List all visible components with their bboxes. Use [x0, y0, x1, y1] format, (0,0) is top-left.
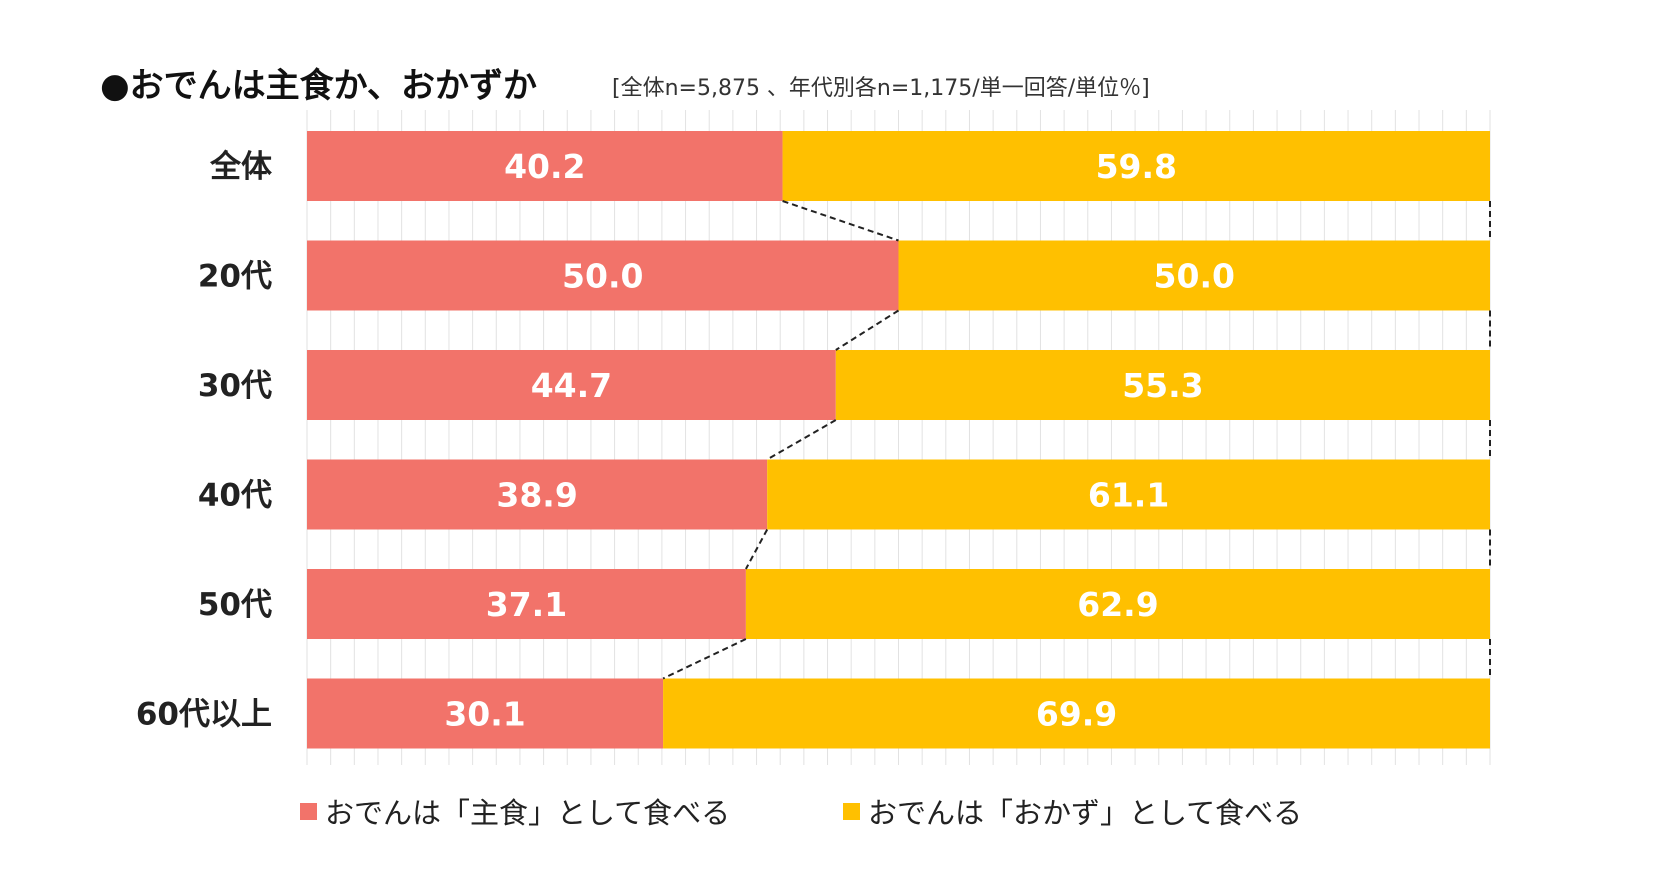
data-label: 50.0: [562, 257, 643, 296]
bar-segment: [745, 569, 1490, 639]
bar-segment: [835, 350, 1490, 420]
bar-segment: [307, 459, 768, 530]
legend-item-side-dish: おでんは「おかず」として食べる: [843, 790, 1302, 832]
connector-line: [766, 419, 837, 461]
bar-segment: [782, 131, 1490, 201]
chart-subtitle: [全体n=5,875 、年代別各n=1,175/単一回答/単位％]: [612, 76, 1150, 101]
bar-segment: [307, 350, 836, 420]
data-label: 44.7: [531, 366, 612, 405]
connector-line: [745, 529, 769, 570]
category-label: 60代以上: [136, 697, 272, 733]
chart-title: ●おでんは主食か、おかずか: [100, 66, 537, 106]
category-label: 20代: [198, 259, 272, 295]
connector-line: [662, 638, 747, 680]
data-label: 40.2: [504, 147, 585, 186]
data-label: 69.9: [1036, 695, 1117, 734]
legend-swatch-side-dish: [843, 802, 860, 820]
data-label: 37.1: [486, 585, 567, 624]
category-label: 全体: [209, 149, 272, 185]
connector-line: [782, 200, 899, 242]
data-label: 61.1: [1088, 476, 1169, 515]
bar-segment: [898, 240, 1490, 311]
data-label: 50.0: [1154, 257, 1235, 296]
connector-line: [835, 309, 900, 351]
data-label: 59.8: [1096, 147, 1177, 186]
legend-item-main-dish: おでんは「主食」として食べる: [300, 790, 730, 832]
legend-label-main-dish: おでんは「主食」として食べる: [325, 796, 731, 830]
bar-segment: [307, 131, 783, 201]
bar-segment: [307, 569, 746, 639]
bar-segment: [767, 459, 1490, 530]
data-label: 62.9: [1077, 585, 1158, 624]
data-label: 38.9: [496, 476, 577, 515]
legend-label-side-dish: おでんは「おかず」として食べる: [868, 796, 1303, 830]
category-label: 30代: [198, 368, 272, 404]
bar-segment: [307, 240, 899, 311]
legend-swatch-main-dish: [300, 802, 317, 820]
category-label: 50代: [198, 587, 272, 623]
bar-segment: [663, 678, 1490, 749]
category-label: 40代: [198, 478, 272, 514]
bar-segment: [307, 678, 664, 749]
data-label: 30.1: [444, 695, 525, 734]
data-label: 55.3: [1122, 366, 1203, 405]
